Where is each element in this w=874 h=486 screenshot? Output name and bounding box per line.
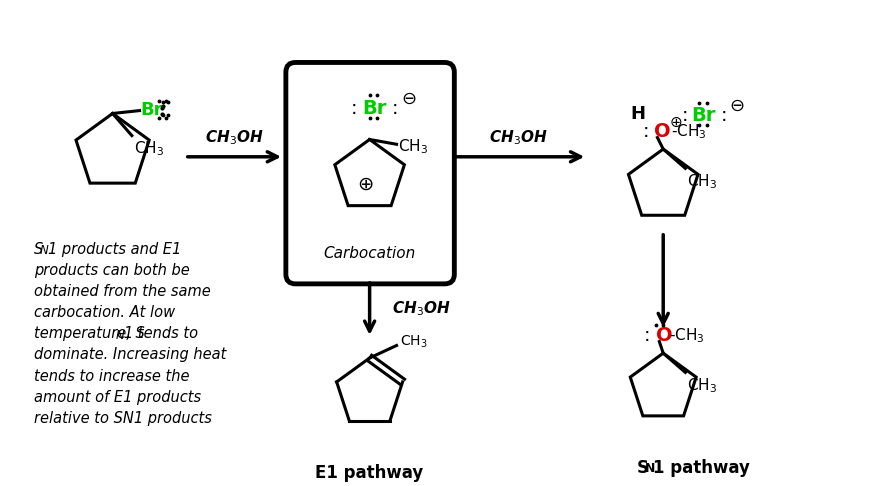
Text: S: S [34,242,43,257]
Text: obtained from the same: obtained from the same [34,284,211,299]
Text: Br: Br [691,106,716,125]
Text: $\ominus$: $\ominus$ [729,97,744,115]
Text: 1 pathway: 1 pathway [653,459,750,477]
Text: CH$_3$OH: CH$_3$OH [489,128,548,147]
Text: -CH$_3$: -CH$_3$ [671,122,706,141]
Text: dominate. Increasing heat: dominate. Increasing heat [34,347,226,363]
Text: :: : [643,122,649,141]
Text: O: O [654,122,670,141]
Text: relative to SN1 products: relative to SN1 products [34,411,212,426]
Text: :: : [644,326,651,346]
Text: $\oplus$: $\oplus$ [669,115,683,130]
Text: 1 tends to: 1 tends to [124,326,198,341]
Text: CH$_3$: CH$_3$ [687,376,718,395]
Text: S: S [636,459,649,477]
Text: H: H [631,105,646,123]
Text: Br: Br [141,101,163,119]
Text: carbocation. At low: carbocation. At low [34,305,175,320]
Text: N: N [39,244,48,258]
Text: 1 products and E1: 1 products and E1 [48,242,181,257]
Text: products can both be: products can both be [34,263,190,278]
Text: $\ominus$: $\ominus$ [401,90,417,108]
Text: N: N [645,462,656,475]
Text: temperature, S: temperature, S [34,326,144,341]
Text: :: : [392,99,399,118]
Text: N: N [115,329,124,342]
Text: CH$_3$: CH$_3$ [134,139,164,158]
Text: -CH$_3$: -CH$_3$ [669,327,704,345]
Text: :: : [721,106,727,125]
Text: O: O [656,326,672,346]
Text: CH$_3$OH: CH$_3$OH [205,128,263,147]
Text: $\oplus$: $\oplus$ [357,174,373,193]
Text: CH$_3$: CH$_3$ [400,333,428,350]
Text: :: : [682,106,688,125]
Text: tends to increase the: tends to increase the [34,368,189,383]
Text: Carbocation: Carbocation [323,245,416,260]
Text: E1 pathway: E1 pathway [316,464,424,482]
Text: CH$_3$: CH$_3$ [687,172,718,191]
Text: CH$_3$OH: CH$_3$OH [392,299,450,318]
FancyBboxPatch shape [286,63,454,284]
Text: Br: Br [362,99,386,118]
Text: CH$_3$: CH$_3$ [399,137,428,156]
Text: :: : [350,99,357,118]
Text: amount of E1 products: amount of E1 products [34,390,201,405]
